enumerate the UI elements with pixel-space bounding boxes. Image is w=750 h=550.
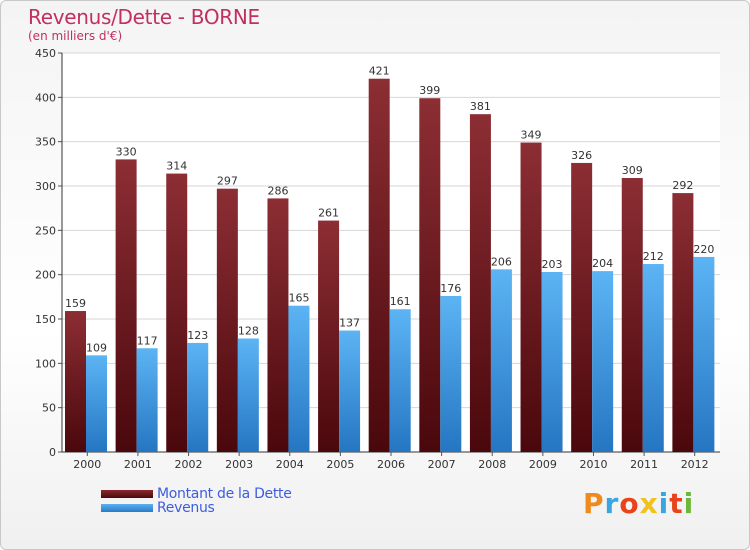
bar-revenus [642, 264, 664, 452]
bar-revenus [237, 338, 259, 452]
y-tick-label: 350 [35, 136, 56, 149]
logo-letter: i [658, 487, 670, 520]
y-tick-label: 100 [35, 357, 56, 370]
bar-dette [672, 193, 694, 453]
x-tick-label: 2008 [478, 458, 506, 471]
bar-revenus [288, 305, 310, 452]
data-label-dette: 314 [166, 160, 187, 173]
y-tick-label: 50 [42, 402, 56, 415]
legend-label-dette: Montant de la Dette [157, 486, 292, 502]
data-label-revenus: 212 [643, 250, 664, 263]
legend-label-revenus: Revenus [157, 500, 215, 516]
bar-dette [520, 142, 542, 452]
data-label-revenus: 176 [440, 282, 461, 295]
bar-revenus [693, 256, 715, 452]
bar-revenus [592, 271, 614, 452]
bar-dette [65, 311, 86, 452]
y-tick-label: 300 [35, 180, 56, 193]
x-tick-label: 2004 [276, 458, 304, 471]
x-tick-label: 2006 [377, 458, 405, 471]
x-tick-label: 2002 [175, 458, 203, 471]
y-tick-label: 150 [35, 313, 56, 326]
bar-dette [216, 188, 238, 452]
data-label-dette: 297 [217, 175, 238, 188]
y-tick-label: 250 [35, 224, 56, 237]
data-label-dette: 261 [318, 207, 339, 220]
legend: Montant de la Dette Revenus [101, 486, 292, 516]
data-label-revenus: 128 [238, 325, 259, 338]
y-tick-label: 200 [35, 269, 56, 282]
data-label-dette: 326 [571, 149, 592, 162]
x-tick-label: 2009 [529, 458, 557, 471]
data-label-dette: 349 [521, 129, 542, 142]
y-tick-label: 400 [35, 91, 56, 104]
data-label-revenus: 117 [137, 334, 158, 347]
logo-letter: P [583, 487, 605, 520]
bar-dette [267, 198, 289, 452]
data-label-revenus: 161 [390, 295, 411, 308]
chart-subtitle: (en milliers d'€) [28, 29, 123, 43]
y-tick-label: 0 [49, 446, 56, 459]
data-label-revenus: 203 [542, 258, 563, 271]
legend-item-revenus: Revenus [101, 500, 292, 516]
x-tick-label: 2007 [428, 458, 456, 471]
bar-dette [469, 114, 491, 453]
bar-revenus [490, 269, 512, 452]
logo-letter: i [683, 487, 695, 520]
bar-dette [318, 220, 340, 452]
logo-letter: r [604, 487, 620, 520]
bar-dette [115, 159, 137, 452]
bar-revenus [136, 348, 158, 452]
x-tick-label: 2000 [73, 458, 101, 471]
bar-dette [621, 178, 643, 452]
x-tick-label: 2003 [225, 458, 253, 471]
data-label-dette: 292 [672, 179, 693, 192]
data-label-revenus: 123 [187, 329, 208, 342]
y-tick-label: 450 [35, 47, 56, 60]
bar-dette [419, 98, 441, 452]
x-tick-label: 2011 [630, 458, 658, 471]
data-label-revenus: 220 [693, 243, 714, 256]
data-label-dette: 421 [369, 65, 390, 78]
data-label-dette: 399 [419, 84, 440, 97]
data-label-revenus: 109 [86, 341, 107, 354]
data-label-dette: 286 [267, 184, 288, 197]
data-label-dette: 159 [65, 297, 86, 310]
bar-revenus [339, 330, 361, 452]
chart-title: Revenus/Dette - BORNE [28, 5, 260, 29]
bar-revenus [541, 272, 563, 452]
data-label-revenus: 165 [288, 292, 309, 305]
bar-revenus [440, 295, 462, 452]
legend-swatch-revenus [101, 504, 153, 512]
logo-letter: x [639, 487, 659, 520]
x-tick-label: 2001 [124, 458, 152, 471]
data-label-revenus: 204 [592, 257, 613, 270]
x-tick-label: 2012 [681, 458, 709, 471]
bar-revenus [389, 309, 411, 452]
data-label-dette: 330 [116, 145, 137, 158]
bar-dette [571, 162, 593, 453]
proxiti-logo: Proxiti [583, 487, 694, 520]
x-tick-label: 2010 [579, 458, 607, 471]
bar-dette [166, 173, 188, 452]
bar-revenus [187, 342, 209, 452]
legend-swatch-dette [101, 490, 153, 498]
logo-letter: o [619, 487, 640, 520]
x-tick-label: 2005 [326, 458, 354, 471]
data-label-dette: 381 [470, 100, 491, 113]
logo-letter: t [669, 487, 684, 520]
legend-item-dette: Montant de la Dette [101, 486, 292, 502]
data-label-revenus: 206 [491, 255, 512, 268]
bar-revenus [86, 355, 107, 452]
data-label-revenus: 137 [339, 317, 360, 330]
bar-dette [368, 78, 390, 453]
data-label-dette: 309 [622, 164, 643, 177]
